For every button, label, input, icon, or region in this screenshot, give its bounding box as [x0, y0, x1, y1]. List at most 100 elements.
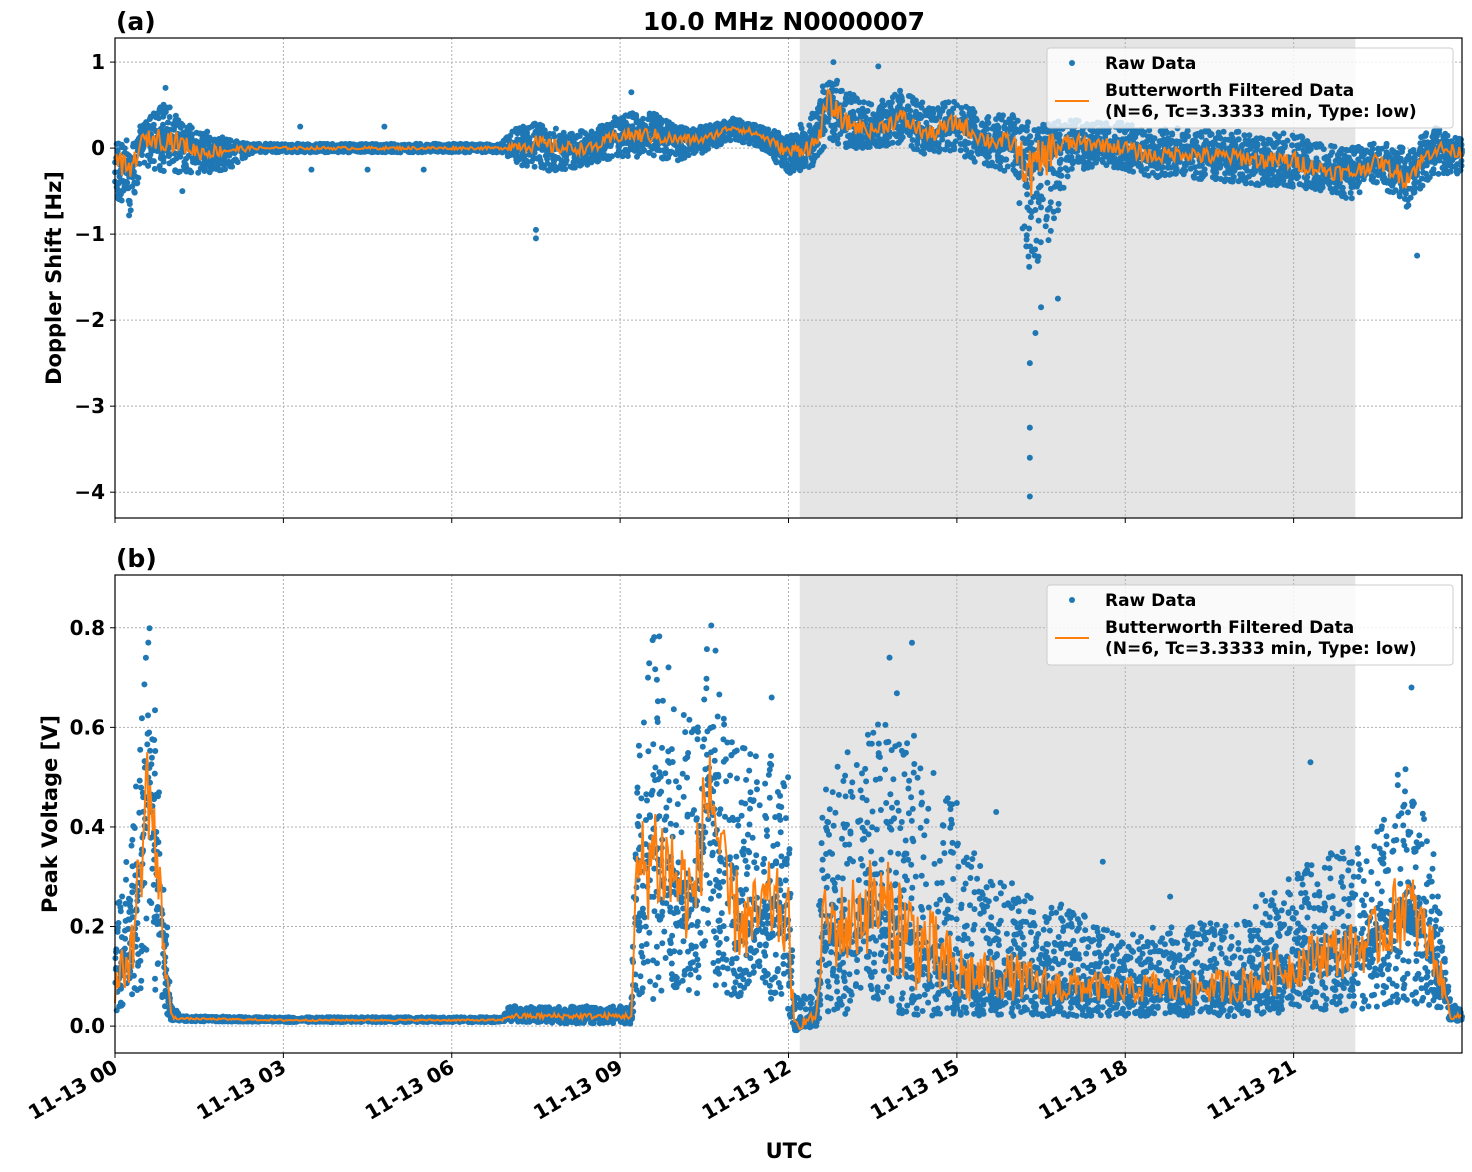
raw-data-point: [914, 140, 921, 147]
raw-data-point: [511, 152, 518, 159]
raw-data-point: [1169, 130, 1176, 137]
raw-data-point: [1047, 199, 1054, 206]
raw-data-point: [545, 167, 552, 174]
raw-data-point: [126, 212, 133, 219]
raw-data-point: [1031, 252, 1038, 259]
raw-data-point: [188, 169, 195, 176]
raw-data-point: [206, 134, 213, 141]
raw-data-point: [146, 124, 153, 131]
raw-data-point: [148, 158, 155, 165]
raw-data-point: [1154, 174, 1161, 181]
raw-data-point: [523, 157, 530, 164]
raw-data-point: [857, 110, 864, 117]
raw-data-point: [1028, 214, 1034, 221]
raw-data-point: [962, 153, 969, 160]
raw-data-point: [604, 121, 611, 128]
raw-data-point: [607, 142, 614, 149]
raw-data-point: [1035, 199, 1042, 206]
raw-data-point: [969, 107, 976, 114]
raw-data-point: [827, 135, 834, 142]
raw-data-point: [1015, 172, 1022, 179]
raw-data-point: [160, 121, 166, 128]
raw-data-point: [206, 161, 213, 168]
raw-data-point: [1033, 162, 1040, 168]
raw-data-point: [899, 97, 906, 104]
raw-data-point: [1064, 173, 1071, 180]
raw-data-point: [561, 152, 568, 159]
raw-data-point: [1023, 127, 1030, 134]
raw-data-point: [197, 165, 204, 172]
raw-data-point: [1042, 223, 1049, 230]
raw-data-point: [1002, 119, 1009, 126]
raw-data-point: [1025, 253, 1032, 260]
raw-data-point: [926, 146, 933, 153]
raw-data-point: [132, 173, 139, 180]
raw-data-point: [239, 155, 246, 162]
raw-data-point: [859, 144, 866, 151]
raw-data-point: [131, 188, 138, 195]
raw-data-point: [507, 132, 514, 139]
raw-data-point: [631, 147, 638, 154]
raw-data-point: [1145, 172, 1152, 179]
raw-data-point: [140, 144, 147, 151]
raw-data-point: [875, 109, 882, 116]
raw-data-point: [790, 163, 797, 170]
raw-data-point: [970, 121, 977, 128]
raw-data-point: [147, 113, 154, 120]
raw-data-point: [1024, 184, 1031, 190]
raw-data-point: [912, 111, 919, 118]
raw-data-point: [899, 134, 906, 141]
raw-data-point: [562, 166, 569, 173]
raw-data-point: [1073, 158, 1080, 165]
raw-data-point: [578, 161, 585, 168]
raw-data-point: [667, 148, 674, 155]
raw-data-point: [825, 115, 832, 122]
raw-data-point: [650, 110, 657, 117]
raw-data-point: [1028, 209, 1035, 215]
raw-data-point: [927, 113, 934, 120]
raw-data-point: [180, 163, 187, 170]
raw-data-point: [165, 119, 171, 126]
raw-data-point: [768, 149, 775, 156]
raw-data-point: [617, 121, 624, 128]
panel-label-b: (b): [116, 544, 157, 573]
raw-data-point: [123, 137, 130, 144]
raw-data-point: [1047, 227, 1054, 234]
raw-data-point: [1098, 156, 1105, 163]
raw-data-point: [1068, 154, 1075, 161]
raw-data-point: [165, 153, 172, 159]
raw-data-point: [181, 159, 188, 165]
raw-data-point: [166, 114, 173, 120]
raw-data-point: [593, 130, 600, 137]
raw-data-point: [863, 108, 869, 115]
raw-data-point: [654, 119, 660, 126]
y-axis-label-a: Doppler Shift [Hz]: [42, 171, 66, 385]
raw-data-point: [590, 156, 597, 163]
raw-data-point: [658, 154, 665, 161]
raw-data-point: [801, 131, 808, 138]
raw-data-point: [1155, 143, 1162, 150]
raw-data-point: [143, 119, 150, 126]
raw-data-point: [1134, 129, 1141, 136]
raw-data-point: [1103, 162, 1110, 169]
raw-data-point: [923, 119, 930, 126]
raw-data-point: [1033, 237, 1040, 244]
raw-data-point: [123, 183, 130, 190]
raw-data-point: [883, 142, 890, 149]
raw-data-point: [597, 123, 604, 130]
raw-data-point: [127, 207, 134, 214]
raw-data-point: [1126, 166, 1133, 173]
raw-data-point: [1157, 128, 1164, 135]
raw-data-point: [774, 132, 781, 139]
raw-data-point: [799, 137, 806, 144]
raw-data-point: [1043, 216, 1050, 223]
raw-data-point: [740, 133, 747, 140]
raw-data-point: [179, 122, 186, 129]
raw-data-point: [660, 147, 667, 154]
raw-data-point: [968, 149, 975, 156]
raw-data-point: [582, 130, 589, 137]
raw-data-point: [820, 143, 827, 150]
raw-data-point: [950, 141, 957, 148]
raw-data-point: [570, 136, 577, 143]
raw-data-point: [957, 134, 963, 141]
